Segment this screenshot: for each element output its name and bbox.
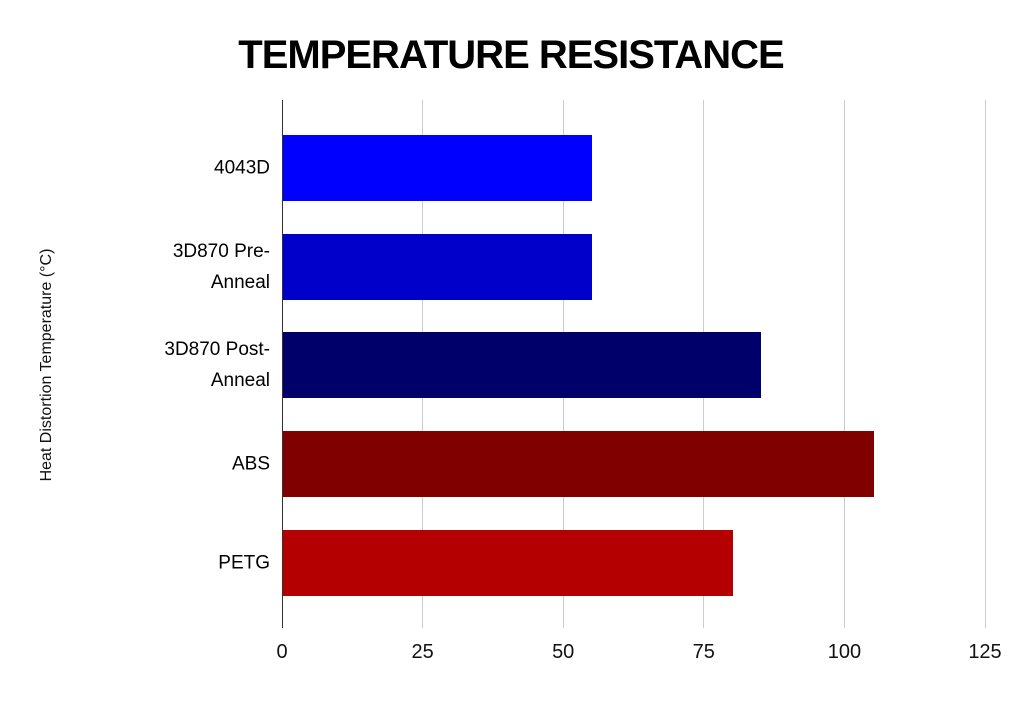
gridline-125 xyxy=(984,100,986,628)
category-label-petg: PETG xyxy=(218,552,270,574)
category-label-3d870-post-anneal: 3D870 Post-Anneal xyxy=(164,339,270,392)
bar-abs xyxy=(283,430,874,497)
category-label-4043d: 4043D xyxy=(214,157,270,179)
chart-title: TEMPERATURE RESISTANCE xyxy=(238,33,784,77)
x-tick-label-0: 0 xyxy=(276,641,288,663)
category-label-3d870-pre-anneal: 3D870 Pre-Anneal xyxy=(172,240,270,293)
x-tick-label-100: 100 xyxy=(827,641,862,663)
bar-petg xyxy=(283,529,733,596)
bar-3d870-pre-anneal xyxy=(283,233,593,300)
y-axis-line xyxy=(282,100,283,628)
gridline-100 xyxy=(843,100,845,628)
y-axis-title: Heat Distortion Temperature (°C) xyxy=(38,248,55,482)
x-tick-label-75: 75 xyxy=(692,641,715,663)
category-label-abs: ABS xyxy=(231,453,270,475)
bar-4043d xyxy=(283,135,593,201)
bar-3d870-post-anneal xyxy=(283,332,762,399)
x-tick-label-125: 125 xyxy=(968,641,1002,663)
plot-area xyxy=(282,100,986,628)
x-tick-label-25: 25 xyxy=(411,641,434,663)
x-tick-label-50: 50 xyxy=(552,641,575,663)
